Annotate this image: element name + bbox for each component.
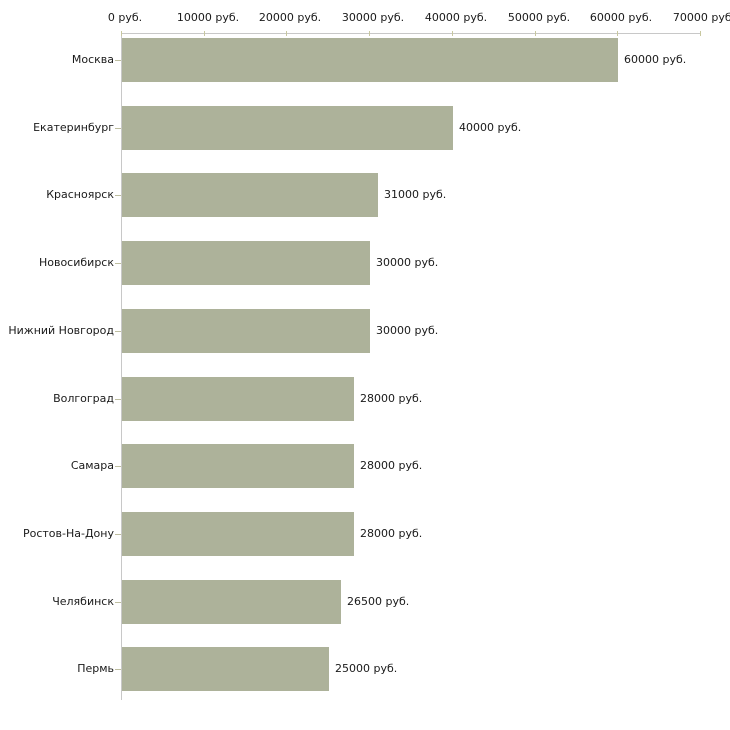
y-tick-mark: [115, 399, 121, 400]
value-label: 30000 руб.: [376, 256, 439, 269]
y-tick-mark: [115, 128, 121, 129]
bar: [122, 38, 618, 82]
y-tick-mark: [115, 331, 121, 332]
value-label: 25000 руб.: [335, 662, 398, 675]
x-tick-mark: [369, 31, 370, 36]
category-label: Новосибирск: [38, 256, 114, 269]
y-tick-mark: [115, 534, 121, 535]
bar: [122, 377, 354, 421]
x-tick-label: 0 руб.: [107, 11, 143, 24]
category-label: Екатеринбург: [33, 121, 114, 134]
x-tick-mark: [204, 31, 205, 36]
bar: [122, 241, 370, 285]
category-label: Самара: [70, 459, 114, 472]
value-label: 28000 руб.: [360, 392, 423, 405]
x-tick-mark: [700, 31, 701, 36]
y-tick-mark: [115, 195, 121, 196]
x-tick-label: 30000 руб.: [341, 11, 405, 24]
bar: [122, 309, 370, 353]
y-tick-mark: [115, 602, 121, 603]
y-tick-mark: [115, 60, 121, 61]
value-label: 28000 руб.: [360, 527, 423, 540]
bar: [122, 444, 354, 488]
category-label: Красноярск: [46, 188, 114, 201]
x-tick-label: 60000 руб.: [589, 11, 653, 24]
x-tick-mark: [121, 31, 122, 36]
value-label: 30000 руб.: [376, 324, 439, 337]
y-tick-mark: [115, 669, 121, 670]
value-label: 31000 руб.: [384, 188, 447, 201]
bar: [122, 647, 329, 691]
bar: [122, 106, 453, 150]
x-tick-mark: [452, 31, 453, 36]
x-tick-label: 50000 руб.: [507, 11, 571, 24]
category-label: Нижний Новгород: [8, 324, 114, 337]
value-label: 60000 руб.: [624, 53, 687, 66]
bar: [122, 512, 354, 556]
value-label: 40000 руб.: [459, 121, 522, 134]
value-label: 26500 руб.: [347, 595, 410, 608]
category-label: Челябинск: [52, 595, 114, 608]
x-tick-label: 20000 руб.: [258, 11, 322, 24]
x-tick-mark: [617, 31, 618, 36]
x-axis-line: [121, 33, 701, 34]
x-tick-mark: [286, 31, 287, 36]
y-axis-spine: [121, 33, 122, 700]
value-label: 28000 руб.: [360, 459, 423, 472]
y-tick-mark: [115, 466, 121, 467]
x-tick-label: 70000 руб.: [672, 11, 730, 24]
category-label: Волгоград: [53, 392, 114, 405]
bar: [122, 580, 341, 624]
x-tick-label: 10000 руб.: [176, 11, 240, 24]
x-tick-mark: [535, 31, 536, 36]
x-tick-label: 40000 руб.: [424, 11, 488, 24]
category-label: Москва: [71, 53, 114, 66]
y-tick-mark: [115, 263, 121, 264]
category-label: Ростов-На-Дону: [22, 527, 114, 540]
bar: [122, 173, 378, 217]
category-label: Пермь: [77, 662, 114, 675]
